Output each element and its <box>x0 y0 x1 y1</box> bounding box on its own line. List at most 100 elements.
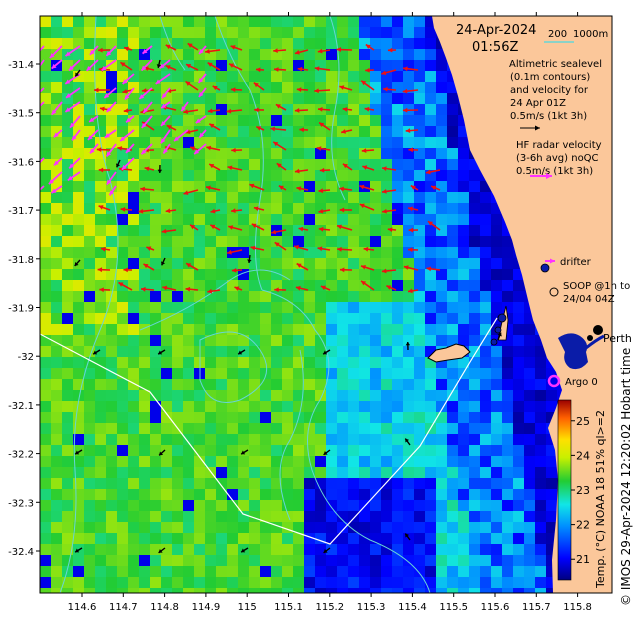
sst-cell <box>513 302 524 313</box>
sst-cell <box>106 588 117 593</box>
sst-cell <box>172 49 183 60</box>
sst-cell <box>51 302 62 313</box>
sst-cell <box>150 214 161 225</box>
sst-cell <box>194 27 205 38</box>
sst-cell <box>282 60 293 71</box>
sst-cell <box>392 302 403 313</box>
sst-cell <box>293 313 304 324</box>
sst-cell <box>458 247 469 258</box>
sst-cell <box>249 489 260 500</box>
colorbar-tick-label: 25 <box>576 415 590 428</box>
sst-cell <box>458 401 469 412</box>
sst-cell <box>73 60 84 71</box>
sst-cell <box>238 93 249 104</box>
sst-cell <box>491 588 502 593</box>
hf-arrow <box>234 286 243 291</box>
sst-cell <box>95 16 106 27</box>
sst-cell <box>161 489 172 500</box>
sst-cell <box>95 357 106 368</box>
argo-legend: Argo 0 <box>565 377 598 388</box>
sst-cell <box>106 500 117 511</box>
sst-cell <box>491 203 502 214</box>
sst-cell <box>139 291 150 302</box>
hf-arrow-magenta <box>88 115 99 123</box>
sst-cell <box>216 577 227 588</box>
sst-cell <box>271 335 282 346</box>
sst-cell <box>150 302 161 313</box>
sst-cell <box>161 577 172 588</box>
sst-cell <box>260 324 271 335</box>
sst-cell <box>392 159 403 170</box>
sst-cell <box>260 522 271 533</box>
sst-cell <box>128 533 139 544</box>
sst-cell <box>480 456 491 467</box>
sst-cell <box>238 225 249 236</box>
sst-cell <box>249 412 260 423</box>
sst-cell <box>403 258 414 269</box>
sst-cell <box>216 82 227 93</box>
sst-cell <box>271 522 282 533</box>
sst-cell <box>238 203 249 214</box>
sst-cell <box>414 104 425 115</box>
sst-cell <box>293 181 304 192</box>
hf-arrow <box>270 126 287 132</box>
sst-cell <box>293 115 304 126</box>
sst-cell <box>359 489 370 500</box>
sst-cell <box>216 181 227 192</box>
hf-arrow <box>320 285 331 291</box>
sst-cell <box>304 368 315 379</box>
sst-cell <box>40 522 51 533</box>
sst-cell <box>337 423 348 434</box>
sst-cell <box>282 181 293 192</box>
sst-cell <box>513 511 524 522</box>
sst-cell <box>414 181 425 192</box>
sst-cell <box>139 71 150 82</box>
soop-legend-1: SOOP @1h to <box>563 281 630 292</box>
sst-cell <box>51 93 62 104</box>
sst-cell <box>227 16 238 27</box>
sst-cell <box>546 412 557 423</box>
sst-cell <box>293 588 304 593</box>
sst-cell <box>315 170 326 181</box>
sst-cell <box>84 49 95 60</box>
hf-arrow <box>138 208 155 214</box>
hf-arrow <box>255 67 265 73</box>
sst-cell <box>117 82 128 93</box>
sst-cell <box>282 258 293 269</box>
sst-cell <box>458 148 469 159</box>
sst-cell <box>216 137 227 148</box>
sst-cell <box>194 170 205 181</box>
sst-cell <box>194 214 205 225</box>
sst-cell <box>161 467 172 478</box>
hf-arrow <box>205 185 221 191</box>
hf-arrow-magenta <box>173 129 189 142</box>
sst-cell <box>403 577 414 588</box>
sst-cell <box>480 401 491 412</box>
sst-cell <box>194 467 205 478</box>
sst-cell <box>62 412 73 423</box>
sst-cell <box>414 247 425 258</box>
sst-cell <box>84 445 95 456</box>
hf-arrow <box>272 141 287 151</box>
sst-cell <box>326 82 337 93</box>
hf-arrow <box>425 169 441 175</box>
sst-cell <box>183 445 194 456</box>
hf-arrow <box>230 87 243 93</box>
sst-cell <box>73 269 84 280</box>
sst-cell <box>194 203 205 214</box>
sst-cell <box>359 368 370 379</box>
sst-cell <box>513 401 524 412</box>
sst-cell <box>172 544 183 555</box>
hf-arrow <box>342 106 353 112</box>
sst-cell <box>73 159 84 170</box>
sst-cell <box>271 555 282 566</box>
sst-cell <box>172 192 183 203</box>
sst-cell <box>260 280 271 291</box>
sst-cell <box>117 434 128 445</box>
sst-cell <box>238 390 249 401</box>
sst-cell <box>359 27 370 38</box>
sst-cell <box>293 137 304 148</box>
sst-cell <box>51 335 62 346</box>
sst-cell <box>95 170 106 181</box>
sst-cell <box>139 181 150 192</box>
